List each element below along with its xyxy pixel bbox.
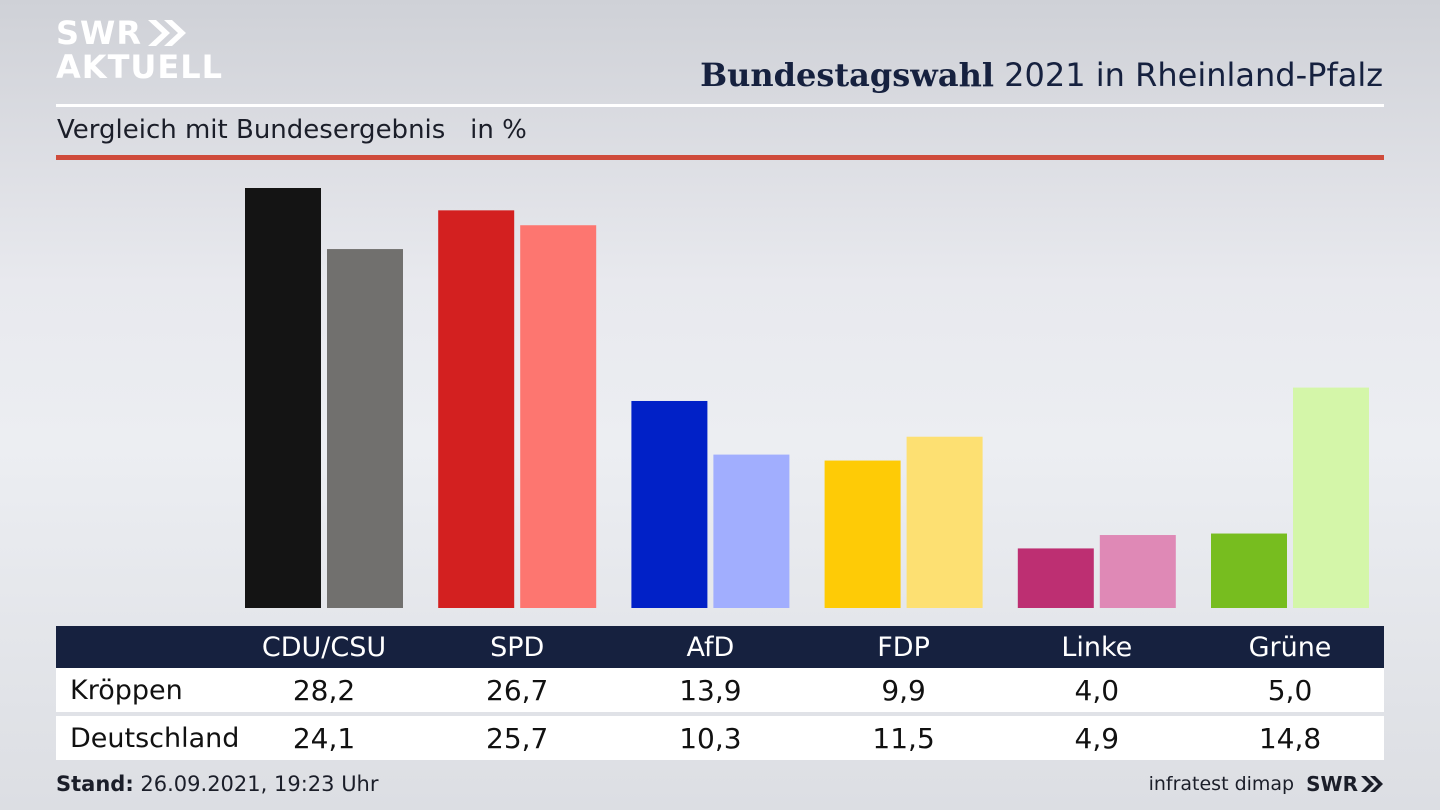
bar-linke-national <box>1099 535 1176 608</box>
source-text: infratest dimap <box>1148 773 1295 795</box>
table-row: Deutschland 24,1 25,7 10,3 11,5 4,9 14,8 <box>56 716 1384 760</box>
bar-gr-ne-national <box>1293 387 1369 608</box>
value-label: 26,7 <box>486 673 549 707</box>
value-label: 11,5 <box>872 721 935 755</box>
title-rest: 2021 in Rheinland-Pfalz <box>1004 56 1383 94</box>
bar-afd-national <box>713 454 790 608</box>
bar-gr-ne-local <box>1211 533 1287 608</box>
category-label: Grüne <box>1248 631 1332 663</box>
bar-fdp-local <box>824 460 901 608</box>
category-label: Linke <box>1061 631 1133 663</box>
value-label: 9,9 <box>881 673 926 707</box>
category-label: SPD <box>490 631 545 663</box>
chevrons-icon <box>1361 776 1383 792</box>
value-label: 5,0 <box>1267 673 1313 707</box>
value-label: 4,0 <box>1074 673 1120 707</box>
bar-fdp-national <box>906 436 983 608</box>
stand-label: Stand: <box>56 772 134 796</box>
bar-spd-local <box>438 210 515 608</box>
value-label: 14,8 <box>1258 721 1322 755</box>
value-label: 28,2 <box>292 673 356 707</box>
category-label: CDU/CSU <box>261 631 387 663</box>
chart-subtitle: Vergleich mit Bundesergebnis in % <box>57 115 527 145</box>
chevrons-icon <box>147 20 186 46</box>
bar-afd-local <box>631 400 708 608</box>
value-label: 13,9 <box>679 673 742 707</box>
category-label: FDP <box>877 631 930 663</box>
logo-swr-text: SWR <box>56 14 142 52</box>
bar-chart <box>245 188 1369 608</box>
bar-cdu-csu-national <box>327 249 403 608</box>
swr-aktuell-logo: SWR AKTUELL <box>56 16 223 84</box>
value-label: 24,1 <box>292 721 356 755</box>
stand-value: 26.09.2021, 19:23 Uhr <box>140 772 379 796</box>
results-table: CDU/CSU SPD AfD FDP Linke Grüne Kröppen 28,2 2… <box>56 626 1384 760</box>
footer-brand: SWR <box>1306 772 1358 796</box>
accent-divider <box>56 155 1384 160</box>
title-divider <box>56 104 1384 107</box>
bar-spd-national <box>520 225 597 608</box>
value-label: 10,3 <box>679 721 742 755</box>
title-bold: Bundestagswahl <box>700 56 994 94</box>
bar-linke-local <box>1017 548 1094 608</box>
value-label: 4,9 <box>1074 721 1120 755</box>
source-credit: infratest dimap SWR <box>1149 772 1384 796</box>
row-label: Kröppen <box>70 674 183 706</box>
bar-cdu-csu-local <box>245 188 321 608</box>
table-header-row: CDU/CSU SPD AfD FDP Linke Grüne <box>56 626 1384 668</box>
page-title: Bundestagswahl 2021 in Rheinland-Pfalz <box>700 56 1383 94</box>
category-label: AfD <box>686 631 735 663</box>
row-label: Deutschland <box>70 722 240 754</box>
table-row: Kröppen 28,2 26,7 13,9 9,9 4,0 5,0 <box>56 668 1384 712</box>
timestamp: Stand: 26.09.2021, 19:23 Uhr <box>56 772 379 796</box>
value-label: 25,7 <box>486 721 549 755</box>
logo-aktuell-text: AKTUELL <box>56 48 224 86</box>
